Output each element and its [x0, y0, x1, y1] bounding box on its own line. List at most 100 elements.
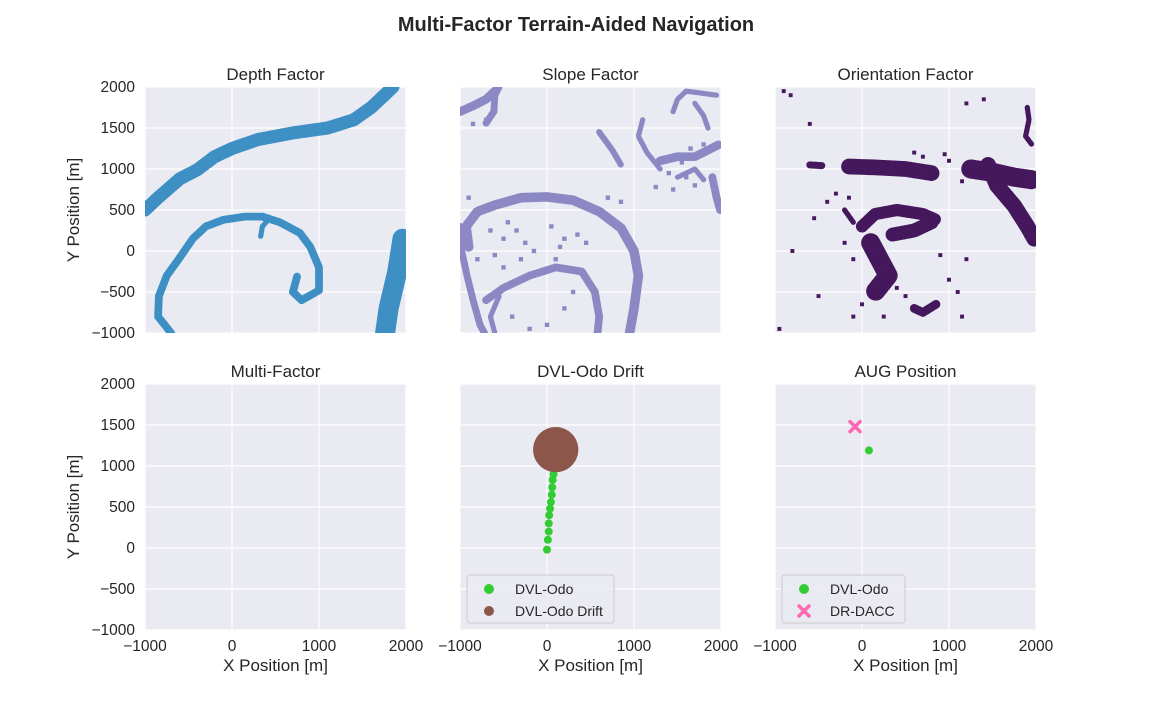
terrain-cell: [920, 154, 925, 159]
subplot-slope-factor: Slope Factor: [459, 65, 722, 334]
terrain-band-core: [488, 294, 501, 333]
data-layer: [533, 426, 579, 554]
terrain-cell: [851, 257, 856, 262]
terrain-cell: [562, 236, 567, 241]
terrain-cell: [466, 195, 471, 200]
point-dvl-odo: [544, 527, 553, 536]
subplot-grid: Depth Factor 2000 1500 1000 500 0 −500 −1000 Y P…: [64, 65, 1054, 675]
terrain-cell: [514, 228, 519, 233]
legend-marker-circle: [484, 584, 494, 594]
terrain-cell: [812, 216, 817, 221]
subplot-title: Orientation Factor: [837, 65, 973, 84]
terrain-band-core: [983, 160, 1036, 244]
terrain-band-core: [483, 265, 602, 333]
subplot-title: Depth Factor: [226, 65, 325, 84]
terrain-band-core: [657, 141, 721, 164]
terrain-cell: [807, 121, 812, 126]
y-tick-label: −1000: [91, 325, 135, 342]
terrain-cell: [527, 326, 532, 332]
terrain-band-core: [460, 224, 487, 333]
terrain-cell: [790, 249, 795, 253]
x-tick-label: −1000: [438, 638, 482, 655]
terrain-cell: [470, 121, 476, 127]
terrain-cell: [788, 93, 793, 98]
legend-marker-circle: [799, 584, 809, 594]
terrain-cell: [475, 257, 480, 262]
terrain-cell: [912, 150, 917, 155]
terrain-cell: [575, 232, 580, 237]
x-tick-label: 0: [858, 638, 867, 655]
x-tick-label: 1000: [302, 638, 337, 655]
terrain-band-core: [911, 301, 939, 316]
point-dvl-odo: [864, 446, 873, 455]
terrain-cell: [518, 257, 524, 262]
terrain-cell: [653, 184, 658, 190]
point-dvl-odo: [548, 483, 557, 492]
terrain-cell: [557, 244, 563, 250]
y-tick-label: 2000: [101, 79, 136, 96]
point-dvl-odo: [546, 504, 555, 513]
terrain-cell: [777, 326, 782, 331]
terrain-cell: [544, 322, 550, 327]
terrain-cell: [894, 285, 899, 290]
terrain-cell: [960, 179, 965, 184]
y-tick-label: 0: [126, 243, 135, 260]
y-tick-label: 0: [126, 540, 135, 557]
terrain-band-core: [597, 130, 623, 167]
terrain-cell: [833, 191, 838, 196]
subplot-title: Slope Factor: [542, 65, 639, 84]
terrain-cell: [938, 253, 943, 258]
terrain-cell: [684, 175, 689, 180]
subplot-title: AUG Position: [854, 362, 956, 381]
terrain-cell: [531, 248, 537, 254]
data-layer: [145, 87, 406, 333]
terrain-cell: [942, 152, 947, 157]
terrain-cell: [666, 170, 671, 176]
point-dvl-odo: [546, 498, 555, 507]
x-axis-label: X Position [m]: [223, 656, 328, 675]
terrain-band-core: [155, 214, 322, 333]
terrain-cell: [562, 306, 567, 311]
terrain-cell: [618, 199, 624, 204]
x-axis-label: X Position [m]: [538, 656, 643, 675]
terrain-cell: [842, 240, 847, 245]
terrain-cell: [605, 195, 611, 200]
point-dvl-odo: [544, 519, 553, 528]
subplot-title: Multi-Factor: [231, 362, 321, 381]
terrain-cell: [510, 314, 515, 319]
terrain-cell: [964, 257, 969, 262]
legend-marker-circle: [484, 606, 494, 616]
point-dvl-odo: [543, 545, 551, 554]
y-tick-label: 1000: [101, 458, 136, 475]
terrain-cell: [501, 265, 506, 270]
terrain-cell: [947, 158, 951, 163]
terrain-band-core: [379, 232, 406, 333]
legend-box: [781, 574, 906, 624]
y-tick-label: 2000: [101, 376, 136, 393]
x-tick-label: 2000: [704, 638, 739, 655]
x-tick-label: 1000: [617, 638, 652, 655]
y-tick-label: −500: [100, 581, 135, 598]
terrain-cell: [505, 220, 511, 225]
legend-label: DR-DACC: [830, 603, 895, 619]
terrain-band-core: [858, 206, 940, 231]
terrain-cell: [692, 183, 698, 188]
terrain-cell: [781, 89, 786, 94]
y-tick-label: 500: [109, 202, 135, 219]
legend-marker-x: [797, 604, 811, 618]
y-axis-label: Y Position [m]: [64, 158, 83, 263]
terrain-cell: [688, 146, 693, 151]
figure-title: Multi-Factor Terrain-Aided Navigation: [398, 14, 754, 36]
terrain-cell: [881, 314, 886, 319]
terrain-cell: [981, 97, 986, 102]
x-tick-label: 2000: [389, 638, 424, 655]
terrain-cell: [964, 101, 969, 106]
terrain-band-core: [693, 101, 710, 130]
point-dvl-odo: [543, 535, 552, 544]
subplot-dvl-odo-drift: DVL-Odo Drift −1000 0 1000 2000 X Position [m…: [438, 362, 738, 675]
terrain-cell: [553, 257, 558, 262]
legend-box: [466, 574, 615, 624]
terrain-band-core: [463, 194, 642, 333]
terrain-band-core: [636, 118, 662, 171]
